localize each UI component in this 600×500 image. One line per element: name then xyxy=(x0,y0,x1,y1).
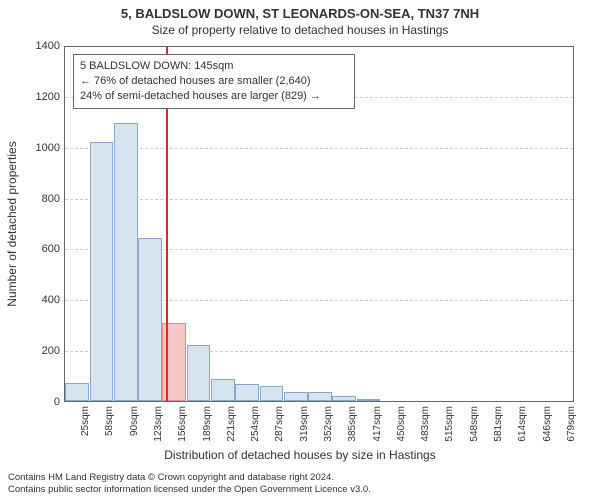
x-tick-label: 515sqm xyxy=(444,406,455,442)
y-tick-label: 0 xyxy=(20,396,60,408)
footer-line-1: Contains HM Land Registry data © Crown c… xyxy=(8,472,371,484)
x-tick-label: 189sqm xyxy=(202,406,213,442)
y-axis-label: Number of detached properties xyxy=(5,141,19,306)
grid-line xyxy=(65,148,573,149)
x-tick-label: 319sqm xyxy=(299,406,310,442)
x-tick-label: 254sqm xyxy=(250,406,261,442)
x-tick-label: 352sqm xyxy=(323,406,334,442)
x-tick-label: 450sqm xyxy=(396,406,407,442)
x-tick-label: 156sqm xyxy=(177,406,188,442)
x-tick-label: 385sqm xyxy=(347,406,358,442)
x-tick-label: 614sqm xyxy=(517,406,528,442)
histogram-bar xyxy=(357,399,381,401)
histogram-bar xyxy=(260,386,284,401)
y-tick-label: 1400 xyxy=(20,40,60,52)
annotation-line-3: 24% of semi-detached houses are larger (… xyxy=(80,89,348,104)
chart-footer: Contains HM Land Registry data © Crown c… xyxy=(8,472,371,496)
histogram-bar xyxy=(114,123,138,401)
y-tick-label: 400 xyxy=(20,294,60,306)
x-tick-label: 646sqm xyxy=(542,406,553,442)
x-tick-label: 483sqm xyxy=(420,406,431,442)
x-tick-label: 221sqm xyxy=(226,406,237,442)
y-tick-label: 1200 xyxy=(20,91,60,103)
chart-container: { "title_main": "5, BALDSLOW DOWN, ST LE… xyxy=(0,0,600,500)
footer-line-2: Contains public sector information licen… xyxy=(8,484,371,496)
histogram-bar xyxy=(90,142,114,401)
x-tick-label: 90sqm xyxy=(129,406,140,436)
x-tick-label: 58sqm xyxy=(104,406,115,436)
histogram-bar xyxy=(235,384,259,401)
histogram-bar xyxy=(332,396,356,401)
y-tick-label: 800 xyxy=(20,193,60,205)
histogram-bar xyxy=(284,392,308,401)
x-tick-label: 287sqm xyxy=(274,406,285,442)
chart-title-sub: Size of property relative to detached ho… xyxy=(0,21,600,37)
annotation-line-2: ← 76% of detached houses are smaller (2,… xyxy=(80,74,348,89)
histogram-bar xyxy=(138,238,162,401)
x-tick-label: 548sqm xyxy=(469,406,480,442)
histogram-bar xyxy=(65,383,89,401)
histogram-bar xyxy=(308,392,332,401)
y-tick-label: 1000 xyxy=(20,142,60,154)
x-tick-label: 581sqm xyxy=(493,406,504,442)
x-tick-label: 123sqm xyxy=(153,406,164,442)
x-tick-label: 417sqm xyxy=(372,406,383,442)
histogram-bar xyxy=(211,379,235,401)
grid-line xyxy=(65,199,573,200)
histogram-bar xyxy=(187,345,211,401)
annotation-line-1: 5 BALDSLOW DOWN: 145sqm xyxy=(80,59,348,74)
x-tick-label: 679sqm xyxy=(566,406,577,442)
chart-title-main: 5, BALDSLOW DOWN, ST LEONARDS-ON-SEA, TN… xyxy=(0,0,600,21)
x-axis-label: Distribution of detached houses by size … xyxy=(0,448,600,462)
annotation-box: 5 BALDSLOW DOWN: 145sqm ← 76% of detache… xyxy=(73,54,355,109)
x-tick-label: 25sqm xyxy=(80,406,91,436)
y-tick-label: 200 xyxy=(20,345,60,357)
y-tick-label: 600 xyxy=(20,243,60,255)
